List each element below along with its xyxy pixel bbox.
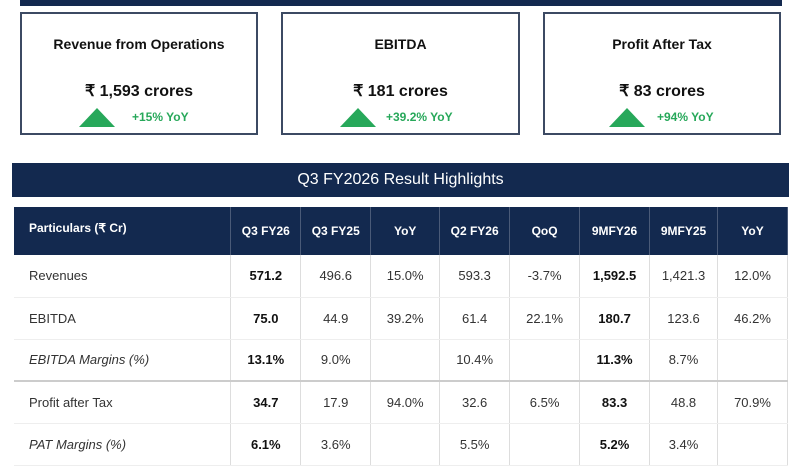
table-cell: 1,421.3 — [649, 255, 718, 298]
column-header: QoQ — [509, 207, 581, 255]
table-cell: 46.2% — [717, 297, 788, 340]
table-cell: 571.2 — [230, 255, 302, 298]
table-cell: 12.0% — [717, 255, 788, 298]
table-cell: 94.0% — [370, 381, 441, 424]
table-row: EBITDA 75.0 44.9 39.2% 61.4 22.1% 180.7 123.6 46… — [14, 297, 788, 340]
up-triangle-icon — [79, 108, 115, 127]
row-label: EBITDA Margins (%) — [14, 339, 232, 382]
card-growth: +15% YoY — [132, 110, 189, 124]
table-cell: 32.6 — [439, 381, 511, 424]
column-header: YoY — [370, 207, 441, 255]
table-cell: 48.8 — [649, 381, 718, 424]
top-banner — [20, 0, 782, 6]
card-growth: +39.2% YoY — [386, 110, 453, 124]
table-cell: 5.2% — [579, 423, 651, 466]
table-cell — [509, 339, 581, 382]
table-cell — [509, 423, 581, 466]
table-cell: 6.1% — [230, 423, 302, 466]
column-header: Particulars (₹ Cr) — [14, 207, 232, 255]
card-title: EBITDA — [374, 36, 427, 52]
up-triangle-icon — [609, 108, 645, 127]
table-cell: 44.9 — [300, 297, 372, 340]
row-label: EBITDA — [14, 297, 232, 340]
table-cell: 9.0% — [300, 339, 372, 382]
card-value: ₹ 1,593 crores — [84, 83, 194, 100]
table-cell: 39.2% — [370, 297, 441, 340]
table-cell: 1,592.5 — [579, 255, 651, 298]
card-growth: +94% YoY — [657, 110, 714, 124]
column-header: Q3 FY25 — [300, 207, 372, 255]
table-row: Revenues 571.2 496.6 15.0% 593.3 -3.7% 1,592.5… — [14, 255, 788, 298]
table-cell — [370, 339, 441, 382]
card-revenue: Revenue from Operations ₹ 1,593 crores +… — [20, 12, 258, 135]
table-cell: 3.4% — [649, 423, 718, 466]
card-title: Profit After Tax — [612, 36, 712, 52]
column-header: YoY — [717, 207, 788, 255]
row-label: Revenues — [14, 255, 232, 298]
table-row: Profit after Tax 34.7 17.9 94.0% 32.6 6.5% 83.… — [14, 381, 788, 424]
table-cell: 70.9% — [717, 381, 788, 424]
card-title: Revenue from Operations — [53, 36, 225, 52]
table-cell: 123.6 — [649, 297, 718, 340]
table-cell: 6.5% — [509, 381, 581, 424]
card-value: ₹ 181 crores — [353, 83, 448, 100]
column-header: 9MFY25 — [649, 207, 718, 255]
table-cell: 75.0 — [230, 297, 302, 340]
up-triangle-icon — [340, 108, 376, 127]
table-cell: 180.7 — [579, 297, 651, 340]
table-cell — [370, 423, 441, 466]
section-title: Q3 FY2026 Result Highlights — [12, 163, 789, 197]
column-header: Q3 FY26 — [230, 207, 302, 255]
table-cell: 17.9 — [300, 381, 372, 424]
table-cell: 3.6% — [300, 423, 372, 466]
table-cell: 11.3% — [579, 339, 651, 382]
table-cell: 22.1% — [509, 297, 581, 340]
card-value: ₹ 83 crores — [619, 83, 705, 100]
table-cell: 34.7 — [230, 381, 302, 424]
results-table: Particulars (₹ Cr) Q3 FY26 Q3 FY25 YoY Q2 FY… — [14, 207, 788, 466]
table-cell: -3.7% — [509, 255, 581, 298]
row-label: PAT Margins (%) — [14, 423, 232, 466]
table-cell: 15.0% — [370, 255, 441, 298]
card-pat: Profit After Tax ₹ 83 crores +94% YoY — [543, 12, 781, 135]
column-header: 9MFY26 — [579, 207, 651, 255]
table-cell: 10.4% — [439, 339, 511, 382]
table-cell: 496.6 — [300, 255, 372, 298]
table-cell: 61.4 — [439, 297, 511, 340]
table-cell: 8.7% — [649, 339, 718, 382]
table-row: EBITDA Margins (%) 13.1% 9.0% 10.4% 11.3% 8.7… — [14, 339, 788, 382]
table-cell: 83.3 — [579, 381, 651, 424]
card-ebitda: EBITDA ₹ 181 crores +39.2% YoY — [281, 12, 520, 135]
table-cell: 5.5% — [439, 423, 511, 466]
table-cell — [717, 339, 788, 382]
row-label: Profit after Tax — [14, 381, 232, 424]
table-cell: 13.1% — [230, 339, 302, 382]
table-row: PAT Margins (%) 6.1% 3.6% 5.5% 5.2% 3.4% — [14, 423, 788, 466]
table-cell — [717, 423, 788, 466]
table-cell: 593.3 — [439, 255, 511, 298]
table-header: Particulars (₹ Cr) Q3 FY26 Q3 FY25 YoY Q2 FY… — [14, 207, 788, 255]
column-header: Q2 FY26 — [439, 207, 511, 255]
